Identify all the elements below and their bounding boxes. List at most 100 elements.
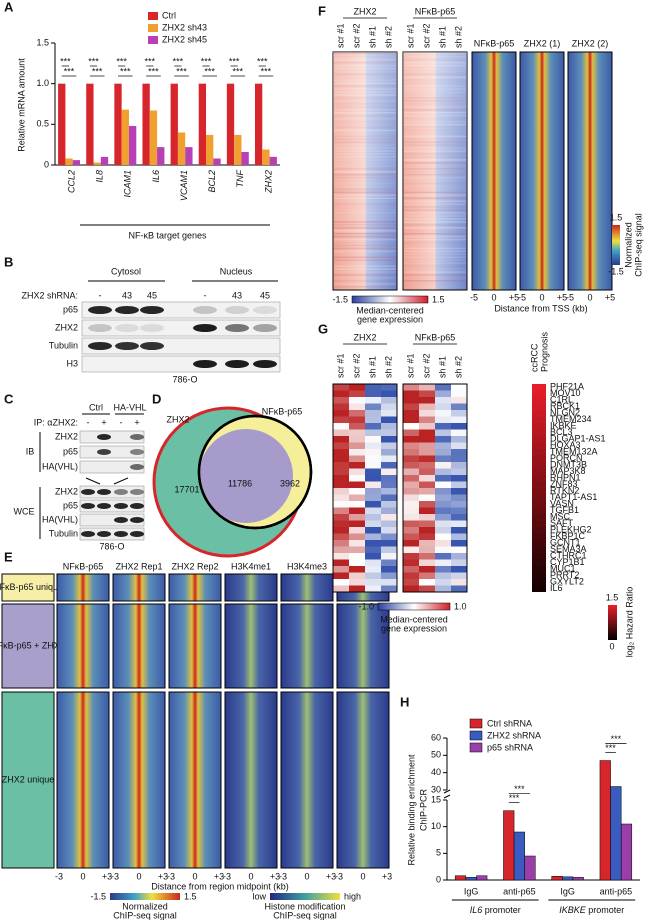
heatmap-cell	[435, 501, 451, 508]
heatmap	[168, 691, 222, 869]
heatmap	[112, 603, 166, 689]
legend-swatch	[469, 718, 483, 729]
gene-label: PRRT2	[550, 570, 579, 580]
heatmap	[224, 573, 278, 602]
heatmap-cell	[349, 488, 365, 495]
heatmap-cell	[403, 501, 419, 508]
x-tick-label: anti-p65	[600, 886, 633, 896]
bar	[142, 83, 150, 165]
x-axis-label: Distance from TSS (kb)	[494, 303, 587, 313]
heatmap-cell	[451, 540, 467, 547]
heatmap-cell	[365, 585, 381, 592]
gene-label: TAPT1-AS1	[550, 492, 597, 502]
heatmap-cell	[333, 540, 349, 547]
heatmap-cell	[451, 442, 467, 449]
heatmap-cell	[419, 527, 435, 534]
heatmap-cell	[349, 546, 365, 553]
sample-label: scr #1	[405, 353, 415, 378]
heatmap-cell	[333, 390, 349, 397]
heatmap-cell	[451, 566, 467, 573]
row-label: p65	[63, 446, 78, 456]
legend-swatch	[469, 730, 483, 741]
heatmap	[280, 603, 334, 689]
bar	[121, 109, 129, 165]
heatmap-cell	[403, 579, 419, 586]
significance: ***	[605, 743, 616, 753]
colorbar-label: -1.5	[608, 266, 624, 276]
heatmap-cell	[333, 501, 349, 508]
lane-label: -	[120, 417, 123, 427]
heatmap-cell	[403, 488, 419, 495]
bar	[206, 134, 214, 165]
gene-label: PHF21A	[550, 382, 584, 392]
heatmap-cell	[381, 520, 397, 527]
heatmap-cell	[403, 494, 419, 501]
colorbar-label: -1.0	[358, 601, 374, 611]
heatmap	[56, 691, 110, 869]
legend-swatch	[148, 24, 158, 32]
hr-cell	[532, 533, 546, 540]
blot-band	[193, 306, 217, 314]
heatmap-cell	[435, 416, 451, 423]
bar	[513, 831, 525, 881]
y-tick-label: 0	[44, 159, 49, 169]
heatmap-cell	[349, 397, 365, 404]
gene-label: IKBKE	[550, 421, 577, 431]
blot-band	[193, 360, 217, 368]
heatmap-cell	[381, 572, 397, 579]
group-gene: IKBKE	[559, 905, 587, 915]
colorbar-label: high	[344, 891, 361, 901]
x-tick-label: 0	[491, 292, 496, 302]
x-tick-label: +3	[102, 871, 112, 881]
heatmap-cell	[435, 540, 451, 547]
heatmap-cell	[403, 468, 419, 475]
heatmap-cell	[381, 533, 397, 540]
heatmap-cell	[381, 546, 397, 553]
heatmap-cell	[365, 475, 381, 482]
bar	[620, 823, 633, 881]
heatmap-cell	[451, 533, 467, 540]
heatmap-cell	[419, 449, 435, 456]
heatmap-cell	[365, 390, 381, 397]
heatmap-cell	[381, 403, 397, 410]
group-suffix: promoter	[588, 905, 624, 915]
blot-band	[130, 489, 144, 495]
heatmap-cell	[403, 449, 419, 456]
significance: ***	[120, 66, 131, 76]
heatmap-cell	[435, 455, 451, 462]
heatmap-cell	[435, 468, 451, 475]
gene-label: DNMT3B	[550, 460, 587, 470]
bar	[100, 156, 109, 165]
heatmap-cell	[451, 507, 467, 514]
heatmap-cell	[333, 553, 349, 560]
panel-label: C	[4, 391, 14, 406]
heatmap-cell	[435, 429, 451, 436]
heatmap-frame	[402, 383, 468, 593]
blot-strip	[81, 301, 281, 319]
row-box	[1, 573, 55, 602]
gene-label: BCL3	[550, 427, 573, 437]
fraction-label: Nucleus	[220, 266, 253, 276]
heatmap-cell	[349, 410, 365, 417]
group-title: ZHX2	[353, 332, 376, 342]
hr-cell	[532, 566, 546, 573]
heatmap-cell	[403, 553, 419, 560]
heatmap-cell	[403, 514, 419, 521]
sample-label: scr #1	[335, 353, 345, 378]
row-label: Tubulin	[49, 340, 78, 350]
sample-label: scr #1	[405, 23, 415, 48]
heatmap-cell	[419, 436, 435, 443]
y-tick-label: 0	[436, 874, 441, 884]
heatmap-cell	[381, 494, 397, 501]
heatmap-cell	[419, 403, 435, 410]
x-tick-label: +3	[214, 871, 224, 881]
heatmap-cell	[419, 579, 435, 586]
blot-band	[130, 449, 144, 455]
heatmap-cell	[403, 442, 419, 449]
y-tick-label: 1.0	[36, 78, 49, 88]
hr-cell	[532, 416, 546, 423]
gene-label: FKBP1C	[550, 531, 586, 541]
significance: ***	[176, 66, 187, 76]
heatmap-cell	[435, 436, 451, 443]
